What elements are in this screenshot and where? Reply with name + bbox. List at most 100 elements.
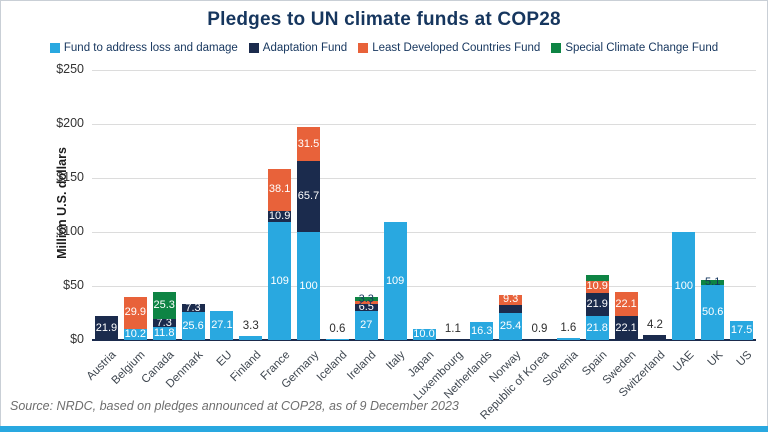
- bar-segment: 17.5: [730, 321, 754, 340]
- bar-segment: 11.8: [152, 327, 176, 340]
- bar-value-label: 25.4: [499, 319, 522, 332]
- y-tick-label: $250: [56, 62, 84, 76]
- bar-segment: [556, 338, 580, 340]
- bar-value-label: 27: [360, 318, 373, 331]
- bar-segment: 9.3: [499, 293, 523, 306]
- gridline: [92, 70, 756, 71]
- bar-value-label: 10.9: [586, 280, 608, 293]
- legend-label: Adaptation Fund: [262, 42, 348, 54]
- bar-segment: 22.1: [614, 292, 638, 317]
- bar-value-label: 10.9: [268, 209, 291, 222]
- bar-value-label: 6.5: [358, 300, 374, 313]
- legend: Fund to address loss and damage Adaptatio…: [0, 42, 768, 54]
- bar-value-label: 5.1: [705, 276, 721, 289]
- legend-label: Special Climate Change Fund: [565, 42, 719, 54]
- bar-value-label: 3.3: [358, 292, 374, 305]
- y-tick-label: $50: [63, 278, 84, 292]
- bar-segment: [325, 339, 349, 341]
- bar-value-label: 31.5: [297, 137, 320, 150]
- legend-label: Fund to address loss and damage: [63, 42, 238, 54]
- bar-value-label: 9.3: [502, 293, 519, 306]
- bar-segment: 2.7: [354, 296, 378, 307]
- bar-segment: 27.1: [210, 310, 234, 340]
- bar-value-label-above: 1.6: [560, 322, 577, 335]
- bar-value-label-above: 1.1: [444, 322, 461, 335]
- bar-segment: 27: [354, 310, 378, 340]
- bar-value-label: 25.6: [182, 319, 204, 332]
- bar-value-label: 21.8: [586, 321, 608, 334]
- bar-value-label-above: 4.2: [646, 319, 663, 332]
- bar-value-label: 7.3: [185, 301, 201, 314]
- x-tick-label: US: [734, 349, 755, 369]
- x-tick-label: Italy: [384, 349, 408, 373]
- bar-value-label: 22.1: [615, 297, 637, 310]
- bar-segment: 50.6: [701, 285, 725, 340]
- bar-segment: [441, 338, 465, 340]
- x-tick-label: Iceland: [315, 349, 350, 384]
- bar-segment: [527, 339, 551, 341]
- bar-segment: [585, 274, 609, 282]
- y-tick-label: $100: [56, 224, 84, 238]
- y-tick-label: $200: [56, 116, 84, 130]
- bar-value-label: 25.3: [153, 299, 175, 312]
- bar-segment: 10.9: [268, 209, 292, 223]
- bar-segment: 65.7: [297, 161, 321, 232]
- bar-segment: 10.2: [123, 327, 147, 340]
- bar-segment: 100: [672, 232, 696, 340]
- bar-segment: 10.9: [585, 280, 609, 293]
- bar-value-label: 21.9: [586, 298, 608, 311]
- y-tick-label: $150: [56, 170, 84, 184]
- bar-value-label: 2.7: [358, 295, 374, 308]
- footer-accent-strip: [0, 426, 768, 432]
- bar-segment: 38.1: [268, 169, 292, 211]
- bar-value-label-above: 0.6: [329, 323, 346, 336]
- bar-segment: 31.5: [297, 127, 321, 162]
- bar-segment: [499, 305, 523, 313]
- gridline: [92, 178, 756, 179]
- bar-value-label: 65.7: [297, 190, 320, 202]
- bar-segment: 22.1: [614, 316, 638, 340]
- x-tick-label: Finland: [228, 349, 264, 385]
- bar-segment: 21.8: [585, 316, 609, 340]
- bar-value-label: 27.1: [211, 318, 233, 331]
- bar-segment: 7.3: [152, 316, 176, 329]
- bar-value-label: 16.3: [471, 324, 493, 337]
- legend-item: Special Climate Change Fund: [551, 42, 718, 54]
- bar-value-label: 29.9: [124, 306, 146, 319]
- bar-value-label: 7.3: [156, 316, 172, 329]
- bar-value-label: 10.0: [413, 328, 435, 341]
- bar-value-label: 50.6: [701, 306, 724, 319]
- bar-value-label: 17.5: [730, 324, 753, 337]
- gridline: [92, 232, 756, 233]
- bar-value-label: 21.9: [95, 321, 118, 334]
- gridline: [92, 286, 756, 287]
- y-tick-label: $0: [70, 332, 84, 346]
- bar-segment: [643, 335, 667, 340]
- bar-value-label: 10.2: [124, 327, 146, 340]
- bar-segment: 5.1: [701, 276, 725, 289]
- bar-segment: 25.6: [181, 312, 205, 340]
- x-tick-label: EU: [214, 349, 235, 369]
- x-tick-label: UAE: [671, 349, 697, 375]
- bar-value-label: 11.8: [153, 327, 175, 340]
- bar-segment: 100: [297, 232, 321, 340]
- bar-segment: 109: [268, 222, 292, 340]
- legend-swatch: [358, 43, 369, 53]
- bar-segment: 3.3: [354, 293, 378, 304]
- x-axis-line: [92, 339, 756, 341]
- bar-segment: 25.3: [152, 292, 176, 320]
- gridline: [92, 124, 756, 125]
- bar-value-label: 100: [299, 279, 318, 292]
- bar-value-label: 100: [674, 279, 693, 292]
- bar-segment: 6.5: [354, 300, 378, 313]
- bar-segment: 7.3: [181, 301, 205, 314]
- chart-title: Pledges to UN climate funds at COP28: [207, 9, 561, 30]
- source-note: Source: NRDC, based on pledges announced…: [10, 399, 459, 413]
- bar-value-label-above: 3.3: [242, 320, 259, 333]
- legend-swatch: [49, 43, 60, 53]
- bar-segment: 29.9: [123, 296, 147, 329]
- x-tick-label: UK: [705, 349, 726, 369]
- bar-value-label: 109: [385, 274, 405, 287]
- x-tick-label: Ireland: [345, 349, 379, 383]
